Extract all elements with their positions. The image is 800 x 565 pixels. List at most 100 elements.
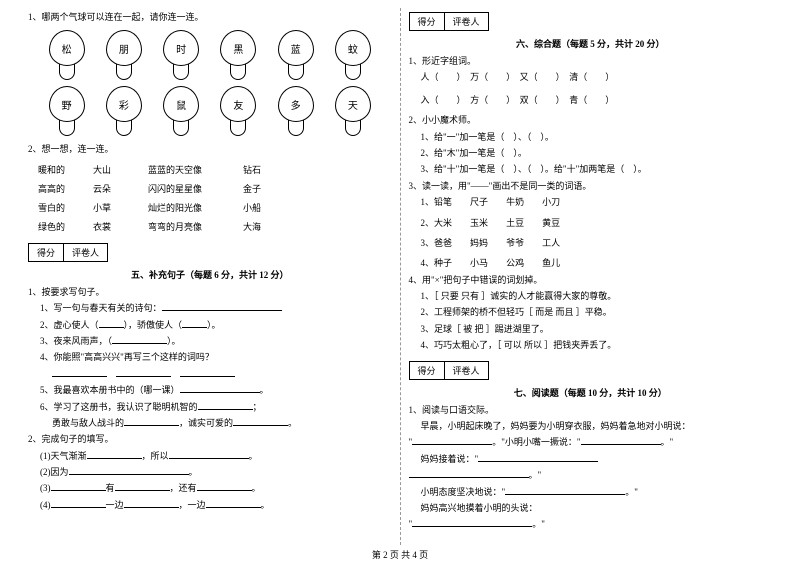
balloon: 天 <box>331 86 375 136</box>
text: ） <box>457 72 462 82</box>
blank[interactable] <box>115 481 170 491</box>
text: 4、你能照"高高兴兴"再写三个这样的词吗？ <box>40 352 214 362</box>
balloon: 时 <box>159 30 203 80</box>
text: 工人 <box>542 238 560 248</box>
text: ）、（ <box>513 132 531 142</box>
s5-line: 1、写一句与春天有关的诗句： <box>28 301 392 315</box>
page-footer: 第 2 页 共 4 页 <box>0 548 800 561</box>
score-label: 评卷人 <box>445 13 488 30</box>
text: 6、学习了这册书，我认识了聪明机智的 <box>40 402 198 412</box>
s6-3-row: 4、种子 小马 公鸡 鱼儿 <box>409 256 773 270</box>
balloon-tail <box>116 64 132 80</box>
s6-3-row: 1、铅笔 尺子 牛奶 小刀 <box>409 195 773 209</box>
text: ）。 <box>633 164 647 174</box>
s6-line: 3、给"十"加一笔是（ ）、（ ）。给"十"加两笔是（ ）。 <box>409 162 773 176</box>
text: 小刀 <box>542 197 560 207</box>
text: 勇敢与敌人战斗的 <box>52 418 124 428</box>
text: ） <box>506 72 511 82</box>
blank[interactable] <box>198 400 253 410</box>
blank[interactable] <box>162 301 282 311</box>
section-7-title: 七、阅读题（每题 10 分，共计 10 分） <box>409 386 773 399</box>
score-box: 得分 评卷人 <box>28 243 108 262</box>
blank[interactable] <box>51 498 106 508</box>
balloon: 朋 <box>102 30 146 80</box>
score-label: 得分 <box>410 362 445 379</box>
blank[interactable] <box>99 318 124 328</box>
match-cell: 灿烂的阳光像 <box>148 201 243 214</box>
blank[interactable] <box>233 416 288 426</box>
balloon-tail <box>288 120 304 136</box>
match-cell: 金子 <box>243 182 293 195</box>
balloon: 野 <box>45 86 89 136</box>
blank[interactable] <box>112 334 167 344</box>
blank[interactable] <box>206 498 261 508</box>
match-cell: 衣裳 <box>93 220 148 233</box>
score-box: 得分 评卷人 <box>409 12 489 31</box>
blank[interactable] <box>412 517 532 527</box>
blank[interactable] <box>116 367 171 377</box>
blank[interactable] <box>581 435 661 445</box>
text: 。" <box>625 487 638 497</box>
s6-4-line: 2、工程师架的桥不但轻巧［ 而是 而且 ］平稳。 <box>409 305 773 319</box>
balloon-tail <box>230 120 246 136</box>
blank[interactable] <box>69 465 189 475</box>
blank[interactable] <box>505 485 625 495</box>
match-row: 高高的云朵闪闪的星星像金子 <box>38 182 382 195</box>
blank[interactable] <box>478 452 598 462</box>
blank[interactable] <box>412 435 492 445</box>
balloon-char: 蓝 <box>278 30 314 66</box>
text: 。" <box>532 519 545 529</box>
blank[interactable] <box>197 481 252 491</box>
text: 一边 <box>106 500 124 510</box>
blank[interactable] <box>180 383 260 393</box>
s7-line: "。" <box>409 517 773 531</box>
s7-line: "。"小明小嘴一撅说："。" <box>409 435 773 449</box>
match-cell: 弯弯的月亮像 <box>148 220 243 233</box>
blank[interactable] <box>124 498 179 508</box>
s7-line: 妈妈高兴地摸着小明的头说： <box>409 501 773 515</box>
text: ） <box>556 72 561 82</box>
text: ） <box>605 95 614 105</box>
balloon-tail <box>59 120 75 136</box>
balloon: 松 <box>45 30 89 80</box>
text: 1、铅笔 <box>421 197 453 207</box>
text: 牛奶 <box>506 197 524 207</box>
blank[interactable] <box>87 449 142 459</box>
blank[interactable] <box>51 481 106 491</box>
text: ） <box>605 72 614 82</box>
text: 青（ <box>569 95 587 105</box>
balloon-char: 朋 <box>106 30 142 66</box>
s5-line: 勇敢与敌人战斗的，诚实可爱的。 <box>28 416 392 430</box>
text: 有 <box>106 483 115 493</box>
text: ），骄傲使人（ <box>124 320 183 330</box>
balloons-row-1: 松 朋 时 黑 蓝 蚊 <box>38 30 382 80</box>
balloon: 多 <box>274 86 318 136</box>
match-row: 暖和的大山蓝蓝的天空像钻石 <box>38 163 382 176</box>
text: 。"小明小嘴一撅说：" <box>492 437 580 447</box>
balloon: 彩 <box>102 86 146 136</box>
match-cell: 高高的 <box>38 182 93 195</box>
s6-4-line: 3、足球［ 被 把 ］踢进湖里了。 <box>409 322 773 336</box>
blank[interactable] <box>169 449 249 459</box>
blank[interactable] <box>180 367 235 377</box>
match-cell: 闪闪的星星像 <box>148 182 243 195</box>
text: 2、给"木"加一笔是（ <box>421 148 505 158</box>
text: 1、写一句与春天有关的诗句： <box>40 303 162 313</box>
balloon-tail <box>173 120 189 136</box>
text: ）。给"十"加两笔是（ <box>540 164 624 174</box>
blank[interactable] <box>124 416 179 426</box>
text: 双（ <box>520 95 538 105</box>
balloon-char: 蚊 <box>335 30 371 66</box>
text: 妈妈接着说：" <box>421 454 479 464</box>
blank[interactable] <box>182 318 207 328</box>
blank[interactable] <box>409 468 529 478</box>
balloon-tail <box>173 64 189 80</box>
text: 小明态度坚决地说：" <box>421 487 506 497</box>
text: ，一边 <box>179 500 206 510</box>
s6-q2: 2、小小魔术师。 <box>409 113 773 127</box>
s6-4-line: 4、巧巧太粗心了，［ 可以 所以 ］把钱夹弄丢了。 <box>409 338 773 352</box>
s5-line: 3、夜来风雨声，（）。 <box>28 334 392 348</box>
match-cell: 大海 <box>243 220 293 233</box>
text: 公鸡 <box>506 258 524 268</box>
blank[interactable] <box>52 367 107 377</box>
